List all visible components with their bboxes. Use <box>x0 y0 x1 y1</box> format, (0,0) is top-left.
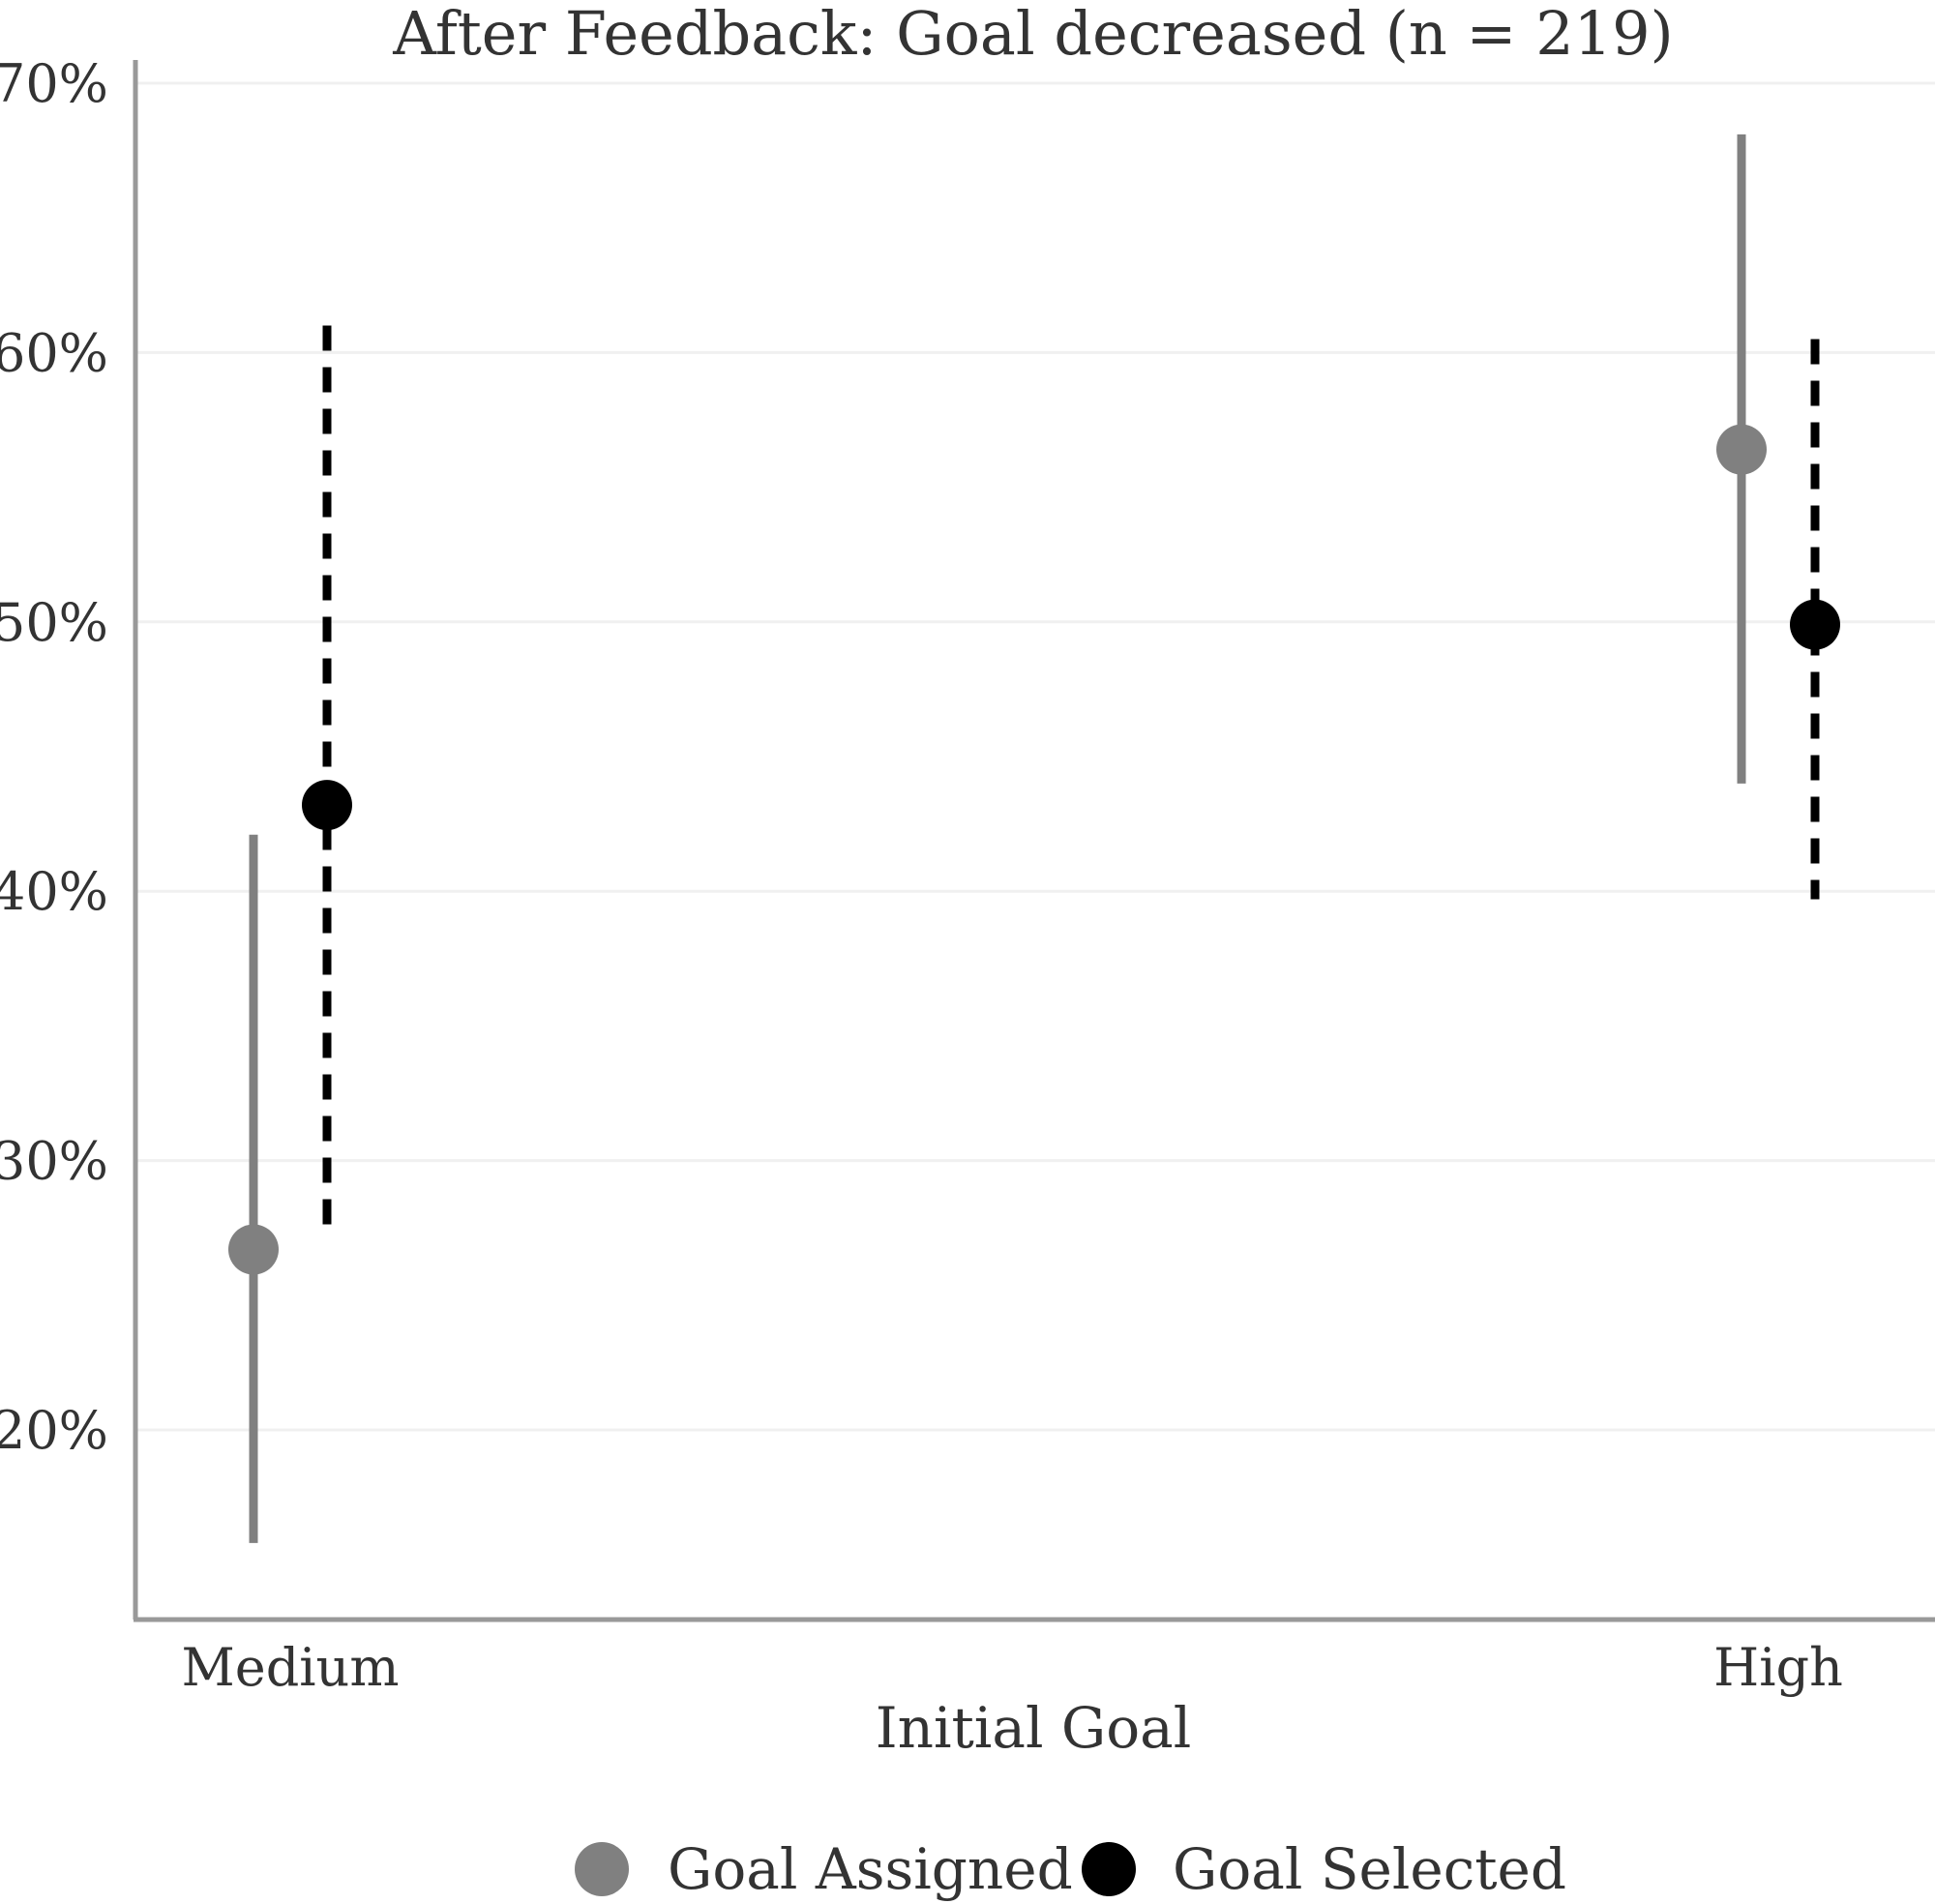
x-tick-label: High <box>1713 1637 1843 1698</box>
y-tick-label: 50% <box>0 592 108 653</box>
legend-label: Goal Assigned <box>668 1836 1073 1902</box>
gridlines <box>135 81 1935 1432</box>
y-tick-label: 60% <box>0 322 108 383</box>
chart-title: After Feedback: Goal decreased (n = 219) <box>392 0 1674 69</box>
data-point <box>302 780 352 831</box>
x-axis-title: Initial Goal <box>876 1695 1192 1761</box>
legend-marker <box>1082 1842 1136 1896</box>
legend-label: Goal Selected <box>1173 1836 1566 1902</box>
data-point <box>228 1224 279 1275</box>
y-tick-label: 70% <box>0 53 108 114</box>
y-tick-label: 30% <box>0 1131 108 1192</box>
data-point <box>1716 424 1767 475</box>
legend: Goal Assigned Goal Selected <box>575 1836 1566 1902</box>
y-tick-label: 40% <box>0 861 108 922</box>
y-tick-label: 20% <box>0 1400 108 1461</box>
legend-marker <box>575 1842 629 1896</box>
series-marks <box>228 134 1840 1543</box>
y-tick-labels: 20% 30% 40% 50% 60% 70% <box>0 53 108 1461</box>
x-tick-label: Medium <box>181 1637 399 1698</box>
x-tick-labels: Medium High <box>181 1637 1842 1698</box>
data-point <box>1790 599 1840 650</box>
